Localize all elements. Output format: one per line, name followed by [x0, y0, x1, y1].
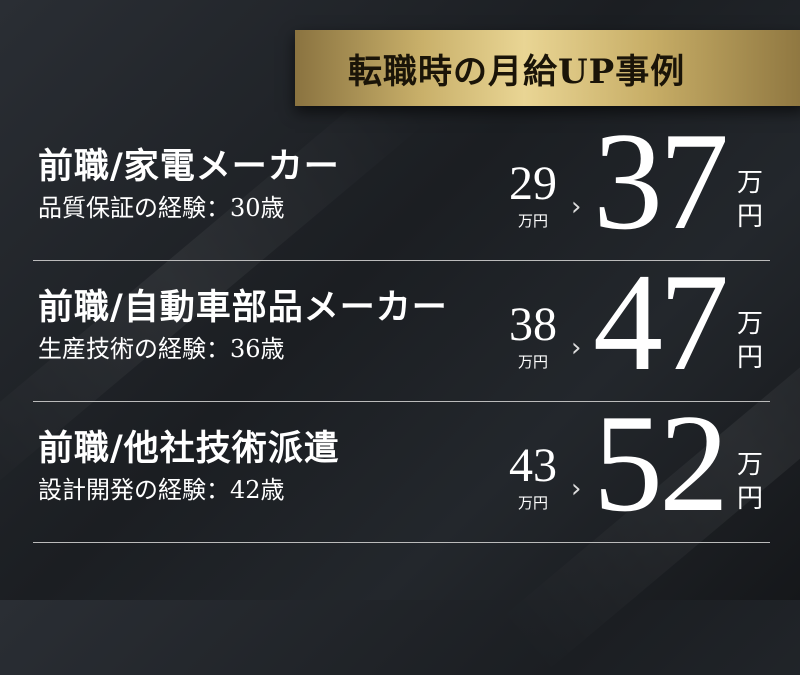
- case-title: 前職/自動車部品メーカー: [38, 287, 448, 328]
- salary-before-unit: 万円: [517, 353, 548, 371]
- salary-after: 52: [593, 386, 729, 541]
- salary-after: 37: [593, 104, 729, 259]
- case-subtitle: 品質保証の経験：30歳: [38, 194, 285, 222]
- chevron-right-icon: ›: [571, 192, 582, 222]
- salary-after-unit: 万円: [736, 166, 764, 234]
- case-subtitle: 生産技術の経験：36歳: [38, 335, 285, 363]
- case-row: 前職/家電メーカー 品質保証の経験：30歳 29 万円 › 37 万円: [33, 112, 770, 261]
- salary-before-unit: 万円: [517, 494, 548, 512]
- header-banner: 転職時の月給UP事例: [295, 30, 800, 106]
- unit-top: 万: [736, 450, 763, 480]
- salary-before: 43: [509, 439, 557, 492]
- case-title: 前職/家電メーカー: [38, 146, 340, 187]
- unit-bottom: 円: [736, 202, 763, 232]
- case-title: 前職/他社技術派遣: [38, 428, 340, 469]
- salary-before: 29: [509, 157, 557, 210]
- salary-before-unit: 万円: [517, 212, 548, 230]
- salary-after-unit: 万円: [736, 448, 764, 516]
- case-subtitle: 設計開発の経験：42歳: [38, 476, 285, 504]
- unit-top: 万: [736, 168, 763, 198]
- chevron-right-icon: ›: [571, 474, 582, 504]
- salary-before: 38: [509, 298, 557, 351]
- unit-bottom: 円: [736, 343, 763, 373]
- unit-bottom: 円: [736, 484, 763, 514]
- salary-after: 47: [593, 245, 729, 400]
- case-row: 前職/自動車部品メーカー 生産技術の経験：36歳 38 万円 › 47 万円: [33, 253, 770, 402]
- salary-after-unit: 万円: [736, 307, 764, 375]
- header-title: 転職時の月給UP事例: [348, 51, 686, 92]
- unit-top: 万: [736, 309, 763, 339]
- chevron-right-icon: ›: [571, 333, 582, 363]
- case-row: 前職/他社技術派遣 設計開発の経験：42歳 43 万円 › 52 万円: [33, 394, 770, 543]
